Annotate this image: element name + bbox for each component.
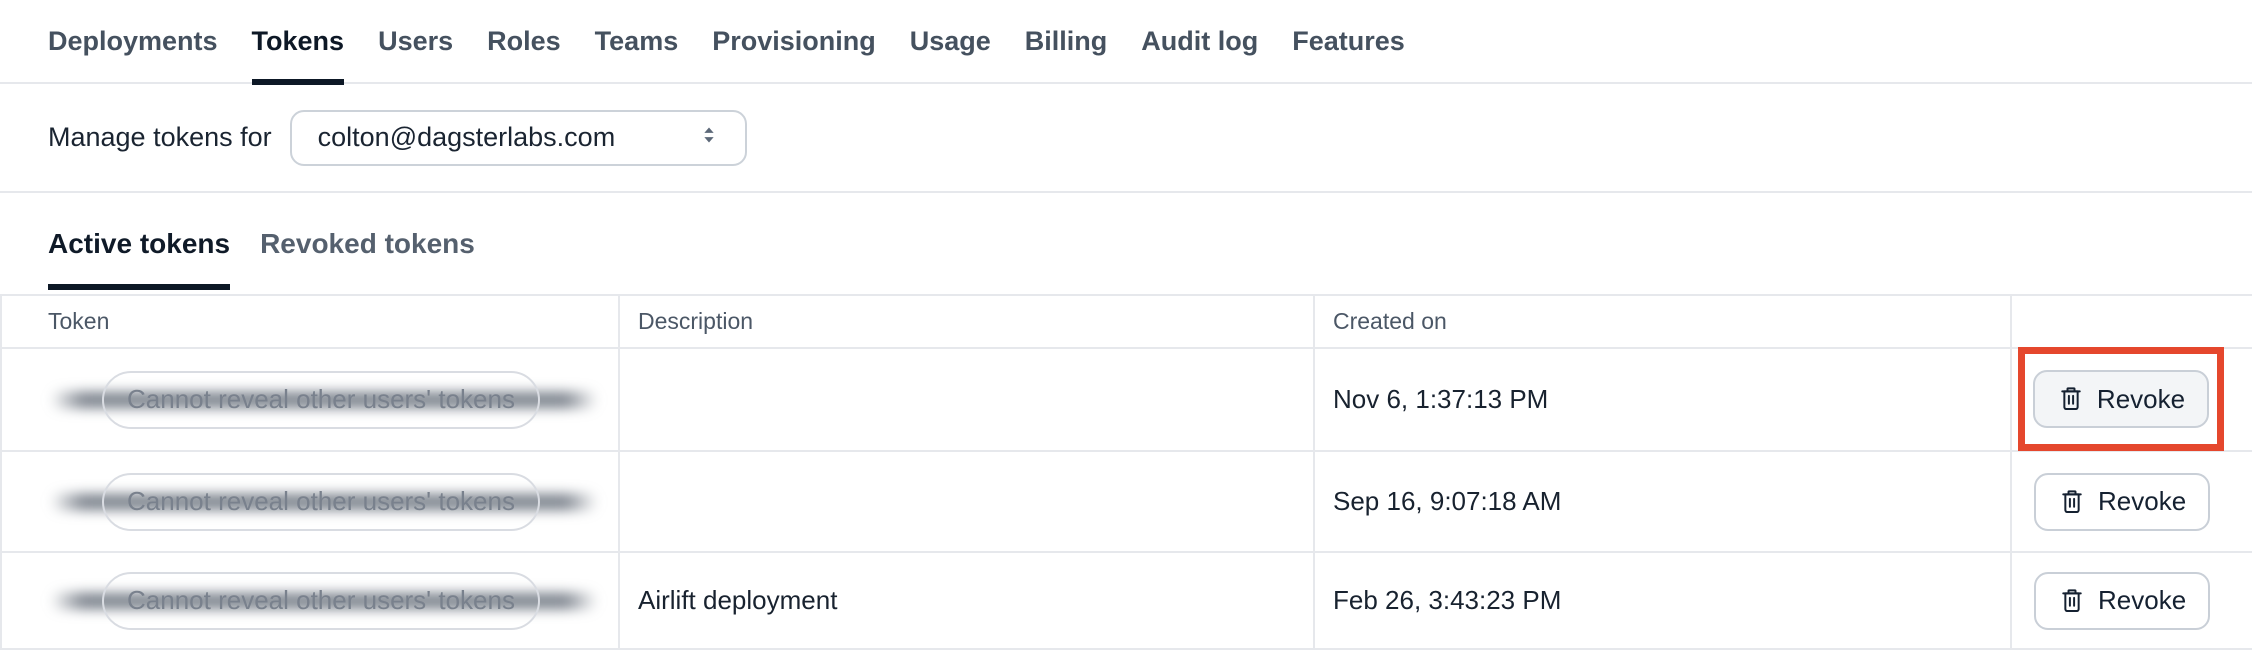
tab-tokens[interactable]: Tokens: [251, 0, 344, 85]
token-cell: Cannot reveal other users' tokens: [2, 452, 620, 551]
blurred-token: [50, 391, 598, 408]
created-on-cell: Sep 16, 9:07:18 AM: [1315, 452, 2012, 551]
tab-provisioning[interactable]: Provisioning: [712, 25, 876, 56]
trash-icon: [2058, 488, 2086, 516]
tab-teams[interactable]: Teams: [594, 25, 679, 56]
table-header-row: Token Description Created on: [2, 296, 2252, 349]
token-cell: Cannot reveal other users' tokens: [2, 553, 620, 648]
header-token: Token: [2, 296, 620, 347]
token-subtabs: Active tokens Revoked tokens: [0, 193, 2252, 294]
tab-audit-log[interactable]: Audit log: [1141, 25, 1259, 56]
manage-tokens-label: Manage tokens for: [48, 122, 272, 152]
header-description: Description: [620, 296, 1315, 347]
table-row: Cannot reveal other users' tokens Nov 6,…: [2, 347, 2252, 452]
token-cell: Cannot reveal other users' tokens: [2, 349, 620, 450]
revoke-button[interactable]: Revoke: [2034, 472, 2211, 531]
header-actions: [2012, 296, 2252, 347]
trash-icon: [2058, 587, 2086, 615]
actions-cell: Revoke: [2012, 452, 2252, 551]
annotation-highlight-box: Revoke: [2018, 347, 2224, 451]
subtab-active-tokens[interactable]: Active tokens: [48, 193, 231, 294]
revoke-button[interactable]: Revoke: [2034, 571, 2211, 630]
tab-features[interactable]: Features: [1292, 25, 1405, 56]
up-down-caret-icon: [695, 121, 723, 154]
actions-cell: Revoke: [2012, 347, 2252, 451]
tokens-table: Token Description Created on Cannot reve…: [0, 294, 2252, 650]
tab-deployments[interactable]: Deployments: [48, 25, 218, 56]
actions-cell: Revoke: [2012, 553, 2252, 648]
masked-token-pill: Cannot reveal other users' tokens: [102, 472, 540, 531]
subtab-revoked-tokens[interactable]: Revoked tokens: [260, 227, 475, 259]
table-row: Cannot reveal other users' tokens Sep 16…: [2, 452, 2252, 553]
tab-users[interactable]: Users: [378, 25, 454, 56]
masked-token-pill: Cannot reveal other users' tokens: [102, 571, 540, 630]
revoke-button[interactable]: Revoke: [2032, 370, 2210, 428]
blurred-token: [50, 592, 598, 609]
revoke-button-label: Revoke: [2098, 585, 2187, 615]
table-row: Cannot reveal other users' tokens Airlif…: [2, 553, 2252, 650]
description-cell: [620, 349, 1315, 450]
header-created-on: Created on: [1315, 296, 2012, 347]
created-on-cell: Nov 6, 1:37:13 PM: [1315, 349, 2012, 450]
description-cell: Airlift deployment: [620, 553, 1315, 648]
tab-billing[interactable]: Billing: [1024, 25, 1108, 56]
revoke-button-label: Revoke: [2098, 486, 2187, 516]
top-nav: Deployments Tokens Users Roles Teams Pro…: [0, 0, 2252, 85]
trash-icon: [2057, 385, 2085, 413]
revoke-button-label: Revoke: [2096, 383, 2186, 414]
user-select[interactable]: colton@dagsterlabs.com: [289, 109, 747, 166]
manage-tokens-bar: Manage tokens for colton@dagsterlabs.com: [0, 84, 2252, 193]
masked-token-pill: Cannot reveal other users' tokens: [102, 370, 540, 429]
user-select-value: colton@dagsterlabs.com: [317, 122, 616, 152]
created-on-cell: Feb 26, 3:43:23 PM: [1315, 553, 2012, 648]
tab-usage[interactable]: Usage: [909, 25, 991, 56]
description-cell: [620, 452, 1315, 551]
tab-roles[interactable]: Roles: [487, 25, 561, 56]
blurred-token: [50, 493, 598, 510]
